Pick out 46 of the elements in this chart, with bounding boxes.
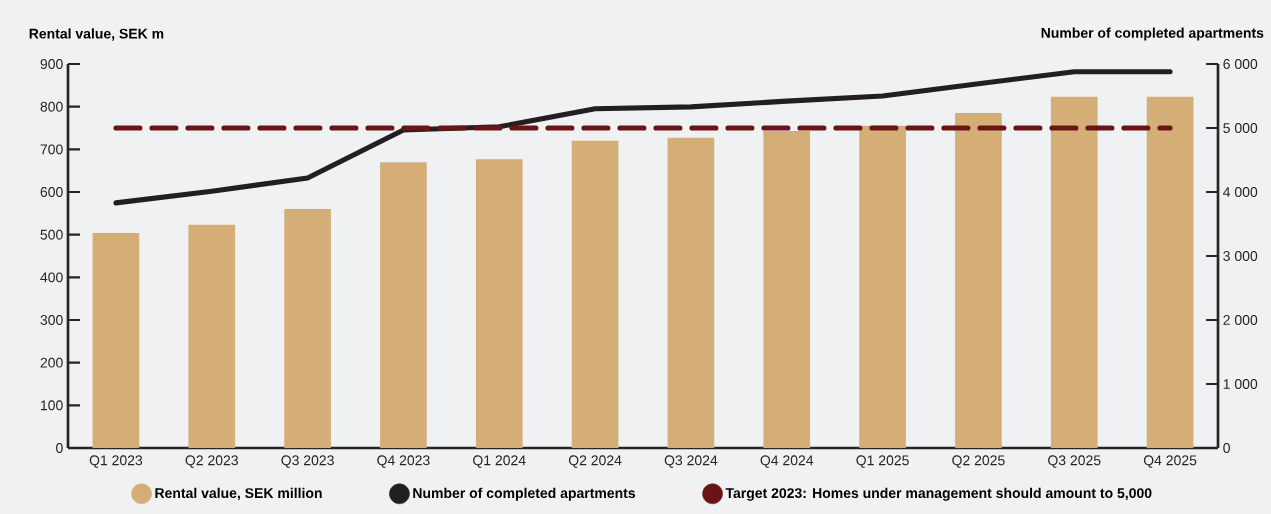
y-tick-label: 600	[40, 187, 63, 197]
y-tick-label: 300	[40, 315, 63, 325]
y2-tick-label: 2 000	[1223, 315, 1258, 325]
bar	[475, 159, 523, 448]
bar	[859, 125, 906, 448]
y-tick-label: 0	[56, 443, 63, 453]
x-tick-label: Q2 2023	[185, 455, 238, 468]
bar	[380, 162, 427, 448]
y-axis-title: Rental value, SEK m	[29, 28, 164, 41]
y2-tick-label: 6 000	[1223, 59, 1258, 69]
x-tick-label: Q1 2023	[89, 455, 143, 468]
y-tick-label: 500	[40, 229, 63, 240]
legend-label: Target 2023: Homes under management should amount to 5,000	[725, 487, 1152, 501]
x-tick-label: Q1 2025	[856, 455, 909, 468]
x-tick-label: Q4 2024	[760, 455, 814, 468]
x-tick-label: Q1 2024	[473, 455, 526, 468]
legend-label: Number of completed apartments	[413, 487, 636, 501]
y2-tick-label: 0	[1223, 443, 1230, 453]
bar	[763, 130, 811, 448]
bar	[188, 224, 236, 448]
y-tick-label: 800	[40, 101, 63, 112]
y2-tick-label: 5 000	[1223, 123, 1258, 133]
x-tick-label: Q4 2025	[1143, 455, 1197, 468]
y2-axis-title: Number of completed apartments	[1041, 27, 1264, 41]
y2-tick-label: 4 000	[1223, 187, 1258, 197]
bar	[92, 232, 140, 448]
y2-tick-label: 1 000	[1223, 379, 1258, 389]
x-tick-label: Q2 2025	[952, 455, 1005, 468]
y-tick-label: 700	[40, 144, 63, 155]
x-tick-label: Q3 2024	[664, 455, 718, 468]
y-tick-label: 400	[40, 272, 63, 283]
bar	[284, 209, 331, 448]
y-tick-label: 200	[40, 357, 63, 368]
x-tick-label: Q2 2024	[568, 455, 622, 468]
x-tick-label: Q3 2023	[281, 455, 334, 468]
y-tick-label: 100	[41, 400, 63, 411]
bar	[1146, 96, 1194, 448]
x-tick-label: Q3 2025	[1048, 455, 1101, 468]
bar	[667, 137, 715, 448]
legend-label: Rental value, SEK million	[155, 487, 322, 501]
bar	[955, 113, 1002, 448]
bar	[1050, 96, 1098, 448]
y2-tick-label: 3 000	[1223, 251, 1258, 261]
y-tick-label: 900	[40, 59, 63, 69]
x-tick-label: Q4 2023	[377, 455, 430, 468]
bar	[571, 140, 619, 448]
